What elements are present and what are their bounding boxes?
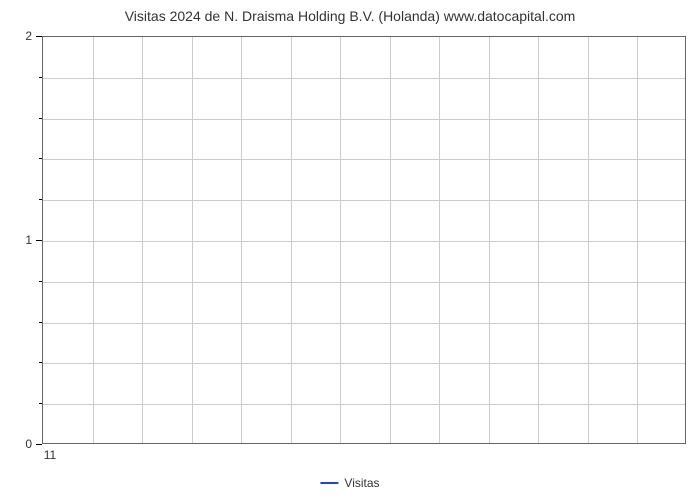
- y-tick-minor: [39, 322, 42, 323]
- gridline-horizontal: [43, 159, 685, 160]
- gridline-vertical: [637, 37, 638, 443]
- y-tick-minor: [39, 403, 42, 404]
- y-tick-major: [36, 444, 42, 445]
- gridline-vertical: [340, 37, 341, 443]
- legend-label: Visitas: [344, 476, 379, 490]
- gridline-vertical: [538, 37, 539, 443]
- gridline-vertical: [439, 37, 440, 443]
- gridline-horizontal: [43, 323, 685, 324]
- legend-swatch: [320, 482, 338, 484]
- y-tick-minor: [39, 199, 42, 200]
- gridline-vertical: [489, 37, 490, 443]
- gridline-vertical: [291, 37, 292, 443]
- x-tick-label: 11: [44, 448, 56, 462]
- gridline-vertical: [241, 37, 242, 443]
- gridline-horizontal: [43, 119, 685, 120]
- gridline-vertical: [93, 37, 94, 443]
- gridline-horizontal: [43, 404, 685, 405]
- gridline-vertical: [192, 37, 193, 443]
- gridline-horizontal: [43, 241, 685, 242]
- gridline-horizontal: [43, 363, 685, 364]
- y-tick-label: 0: [14, 437, 32, 451]
- gridline-horizontal: [43, 282, 685, 283]
- y-tick-minor: [39, 281, 42, 282]
- y-tick-major: [36, 36, 42, 37]
- gridline-vertical: [142, 37, 143, 443]
- y-tick-minor: [39, 158, 42, 159]
- y-tick-minor: [39, 77, 42, 78]
- gridline-vertical: [390, 37, 391, 443]
- gridline-horizontal: [43, 200, 685, 201]
- y-tick-minor: [39, 118, 42, 119]
- legend: Visitas: [320, 476, 379, 490]
- gridline-horizontal: [43, 78, 685, 79]
- y-tick-minor: [39, 362, 42, 363]
- chart-title: Visitas 2024 de N. Draisma Holding B.V. …: [0, 8, 700, 24]
- y-tick-label: 2: [14, 29, 32, 43]
- visits-chart: Visitas 2024 de N. Draisma Holding B.V. …: [0, 8, 700, 488]
- y-tick-label: 1: [14, 233, 32, 247]
- gridline-vertical: [588, 37, 589, 443]
- plot-area: [42, 36, 686, 444]
- y-tick-major: [36, 240, 42, 241]
